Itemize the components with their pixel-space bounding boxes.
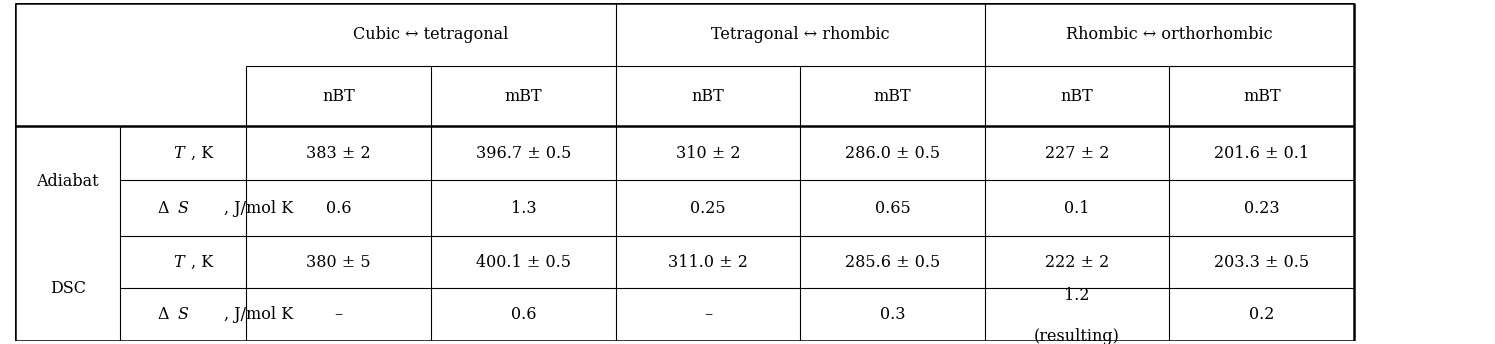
Text: 0.3: 0.3 (879, 306, 906, 323)
Text: S: S (178, 200, 188, 217)
Text: 285.6 ± 0.5: 285.6 ± 0.5 (845, 254, 940, 271)
Text: 201.6 ± 0.1: 201.6 ± 0.1 (1214, 145, 1310, 162)
Text: 311.0 ± 2: 311.0 ± 2 (668, 254, 748, 271)
Text: nBT: nBT (1061, 88, 1093, 105)
Text: mBT: mBT (504, 88, 543, 105)
Text: mBT: mBT (873, 88, 912, 105)
Text: T: T (173, 254, 184, 271)
Text: 0.6: 0.6 (511, 306, 537, 323)
Text: 0.23: 0.23 (1244, 200, 1280, 217)
Text: 396.7 ± 0.5: 396.7 ± 0.5 (475, 145, 571, 162)
Text: 0.2: 0.2 (1248, 306, 1274, 323)
Text: Adiabat: Adiabat (36, 173, 99, 190)
Text: 0.1: 0.1 (1064, 200, 1090, 217)
Text: 1.3: 1.3 (510, 200, 537, 217)
Text: Δ: Δ (157, 306, 169, 323)
Text: Rhombic ↔ orthorhombic: Rhombic ↔ orthorhombic (1066, 26, 1272, 43)
Text: mBT: mBT (1242, 88, 1281, 105)
Text: 0.25: 0.25 (691, 200, 725, 217)
Text: 227 ± 2: 227 ± 2 (1045, 145, 1109, 162)
Text: (resulting): (resulting) (1035, 328, 1120, 344)
Text: Tetragonal ↔ rhombic: Tetragonal ↔ rhombic (712, 26, 890, 43)
Text: T: T (173, 145, 184, 162)
Text: nBT: nBT (323, 88, 356, 105)
Text: –: – (704, 306, 712, 323)
Text: 203.3 ± 0.5: 203.3 ± 0.5 (1214, 254, 1310, 271)
Text: Δ: Δ (157, 200, 169, 217)
Text: 0.65: 0.65 (875, 200, 910, 217)
Text: Cubic ↔ tetragonal: Cubic ↔ tetragonal (353, 26, 508, 43)
Text: 1.2: 1.2 (1064, 287, 1090, 304)
Text: 383 ± 2: 383 ± 2 (306, 145, 371, 162)
Text: nBT: nBT (692, 88, 724, 105)
Text: S: S (178, 306, 188, 323)
Text: , K: , K (191, 254, 212, 271)
Text: –: – (335, 306, 342, 323)
Text: , K: , K (191, 145, 212, 162)
Text: , J/mol K: , J/mol K (224, 200, 293, 217)
Text: 286.0 ± 0.5: 286.0 ± 0.5 (845, 145, 940, 162)
Text: 0.6: 0.6 (326, 200, 351, 217)
Text: 380 ± 5: 380 ± 5 (306, 254, 371, 271)
Text: DSC: DSC (49, 280, 85, 297)
Text: 400.1 ± 0.5: 400.1 ± 0.5 (475, 254, 571, 271)
Text: 310 ± 2: 310 ± 2 (676, 145, 740, 162)
Text: 222 ± 2: 222 ± 2 (1045, 254, 1109, 271)
Text: , J/mol K: , J/mol K (224, 306, 293, 323)
